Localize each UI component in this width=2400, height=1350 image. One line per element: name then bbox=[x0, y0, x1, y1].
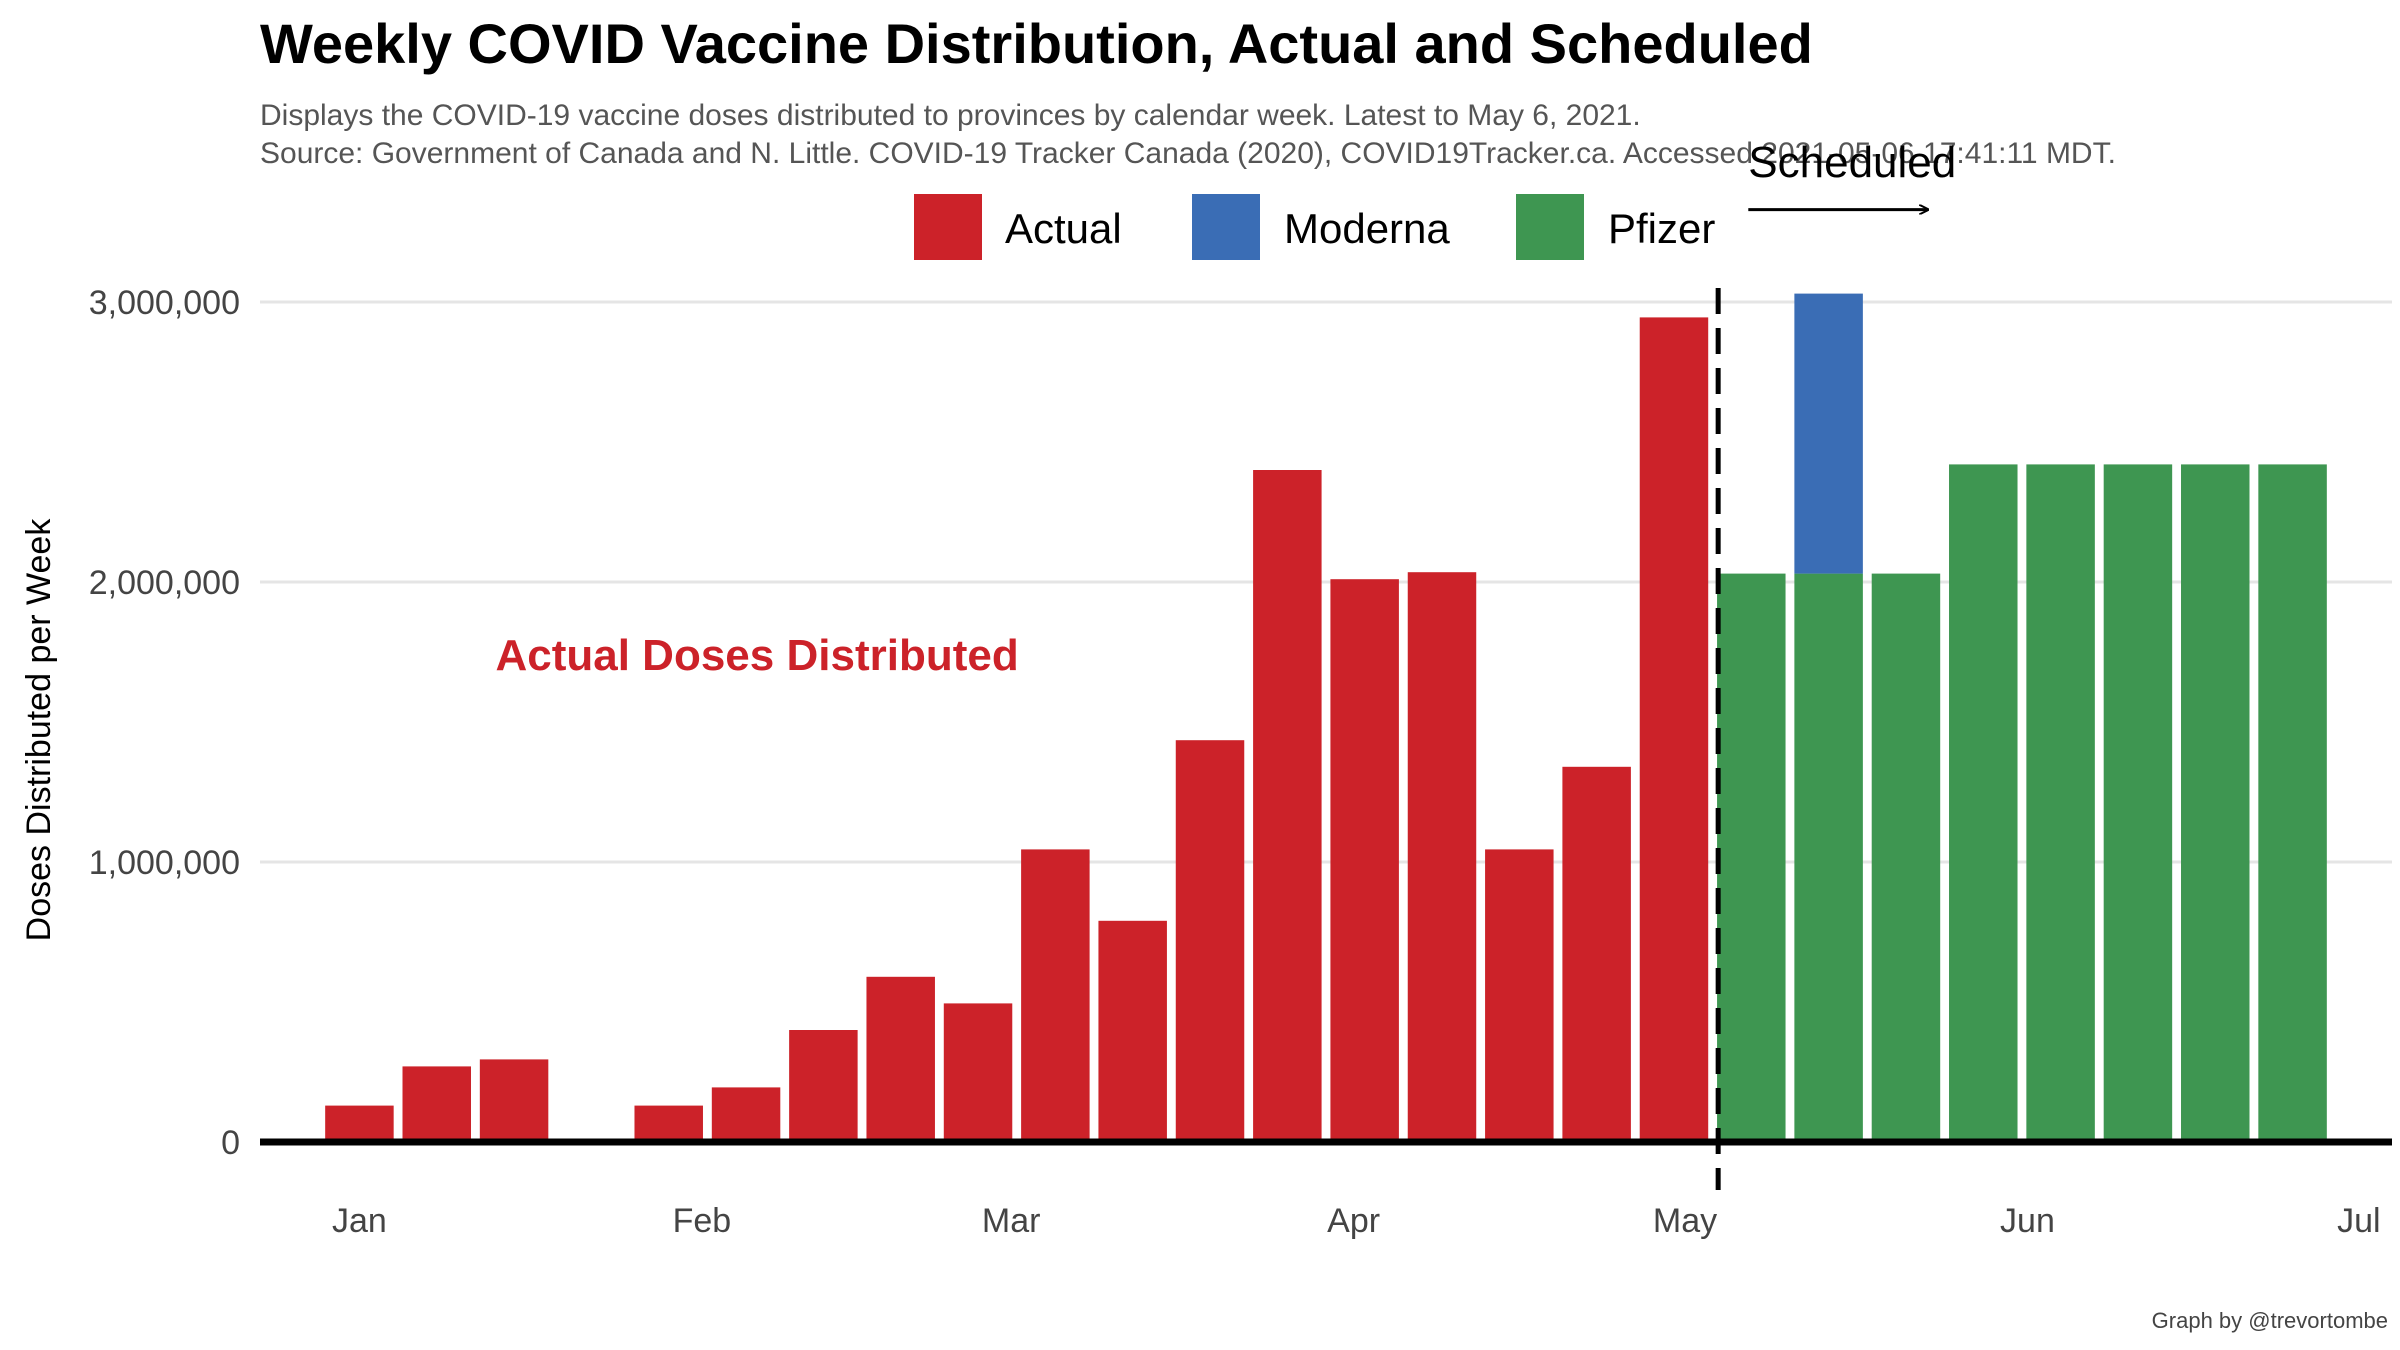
actual-doses-annotation: Actual Doses Distributed bbox=[495, 631, 1018, 680]
chart-subtitle-line-1: Displays the COVID-19 vaccine doses dist… bbox=[260, 99, 1641, 132]
actual-bar bbox=[1021, 849, 1090, 1142]
chart-subtitle-line-2: Source: Government of Canada and N. Litt… bbox=[260, 137, 2116, 170]
y-axis-title: Doses Distributed per Week bbox=[20, 518, 58, 942]
actual-bar bbox=[325, 1105, 394, 1142]
legend-label-pfizer: Pfizer bbox=[1608, 205, 1715, 252]
legend-swatch-pfizer bbox=[1516, 194, 1584, 260]
pfizer-bar bbox=[1717, 573, 1786, 1142]
actual-bar bbox=[402, 1066, 471, 1142]
pfizer-bar bbox=[1794, 573, 1863, 1142]
y-tick-label: 3,000,000 bbox=[89, 284, 240, 322]
y-tick-label: 0 bbox=[221, 1124, 240, 1162]
pfizer-bar bbox=[2181, 464, 2250, 1142]
bars bbox=[325, 293, 2327, 1142]
pfizer-bar bbox=[2103, 464, 2173, 1142]
actual-bar bbox=[789, 1030, 858, 1142]
x-tick-label: Jun bbox=[2000, 1202, 2055, 1240]
actual-bar bbox=[1098, 920, 1167, 1142]
y-tick-label: 1,000,000 bbox=[89, 844, 240, 882]
x-tick-label: May bbox=[1653, 1202, 1717, 1240]
x-tick-label: Mar bbox=[982, 1202, 1041, 1240]
chart-title: Weekly COVID Vaccine Distribution, Actua… bbox=[260, 12, 1813, 75]
actual-bar bbox=[866, 976, 935, 1142]
x-tick-label: Jul bbox=[2337, 1202, 2380, 1240]
actual-bar bbox=[634, 1105, 703, 1142]
actual-bar bbox=[1407, 572, 1477, 1142]
x-axis-ticks: Jan Feb Mar Apr May Jun Jul bbox=[332, 1202, 2381, 1240]
actual-bar bbox=[1639, 317, 1709, 1142]
chart-caption: Graph by @trevortombe bbox=[2152, 1308, 2388, 1333]
pfizer-bar bbox=[1871, 573, 1941, 1142]
pfizer-bar bbox=[2026, 464, 2095, 1142]
x-tick-label: Jan bbox=[332, 1202, 387, 1240]
actual-bar bbox=[1485, 849, 1554, 1142]
y-axis-ticks: 0 1,000,000 2,000,000 3,000,000 bbox=[89, 284, 240, 1162]
pfizer-bar bbox=[2258, 464, 2327, 1142]
scheduled-annotation: Scheduled bbox=[1748, 138, 1956, 187]
legend-label-actual: Actual bbox=[1005, 205, 1122, 252]
legend: Actual Moderna Pfizer bbox=[914, 194, 1715, 260]
actual-bar bbox=[1253, 470, 1322, 1142]
moderna-bar bbox=[1794, 293, 1863, 574]
x-tick-label: Apr bbox=[1327, 1202, 1380, 1240]
legend-label-moderna: Moderna bbox=[1284, 205, 1450, 252]
y-tick-label: 2,000,000 bbox=[89, 564, 240, 602]
actual-bar bbox=[1562, 766, 1631, 1142]
actual-bar bbox=[711, 1087, 781, 1142]
pfizer-bar bbox=[1949, 464, 2018, 1142]
legend-swatch-actual bbox=[914, 194, 982, 260]
actual-bar bbox=[943, 1003, 1013, 1142]
actual-bar bbox=[479, 1059, 549, 1142]
actual-bar bbox=[1175, 740, 1245, 1142]
actual-bar bbox=[1330, 579, 1399, 1142]
x-tick-label: Feb bbox=[673, 1202, 732, 1240]
legend-swatch-moderna bbox=[1192, 194, 1260, 260]
